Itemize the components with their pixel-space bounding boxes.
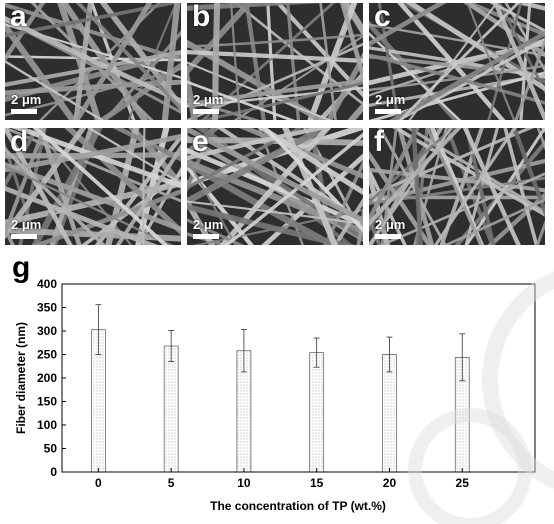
sem-image-c [369, 3, 545, 120]
bar-15 [309, 352, 325, 473]
error-bar-20 [386, 336, 393, 373]
y-axis: 0 50 100 150 200 250 300 350 400 [37, 277, 66, 479]
y-tick-label-250: 250 [37, 348, 57, 362]
sem-image-b [187, 3, 363, 120]
scale-text-b: 2 μm [193, 92, 224, 107]
bar-5 [163, 345, 179, 473]
panel-label-a: a [10, 3, 27, 33]
scale-text-e: 2 μm [193, 217, 224, 232]
sem-panel-b: b 2 μm [187, 3, 363, 120]
panel-label-d: d [10, 128, 29, 158]
scale-text-c: 2 μm [375, 92, 406, 107]
scale-bar-b: 2 μm [193, 93, 229, 114]
scale-line-a [11, 109, 37, 114]
y-tick-label-100: 100 [37, 418, 57, 432]
x-tick-label-0: 0 [95, 476, 102, 490]
scale-bar-d: 2 μm [11, 218, 47, 239]
error-bar-5 [168, 330, 175, 362]
x-tick-label-10: 10 [237, 476, 251, 490]
sem-image-a [5, 3, 181, 120]
scale-line-b [193, 109, 219, 114]
bar-chart: 0 50 100 150 200 250 300 350 400 0 5 10 15 20 25 Fibe… [14, 277, 536, 513]
scale-bar-a: 2 μm [11, 93, 47, 114]
scale-bar-c: 2 μm [375, 93, 411, 114]
y-tick-label-200: 200 [37, 371, 57, 385]
sem-panel-c: c 2 μm [369, 3, 545, 120]
panel-label-b: b [192, 3, 211, 33]
error-bar-10 [240, 329, 247, 373]
scale-text-d: 2 μm [11, 217, 42, 232]
x-axis-title: The concentration of TP (wt.%) [210, 499, 386, 513]
panel-label-f: f [374, 128, 384, 158]
bars-layer [91, 329, 470, 473]
scale-line-f [375, 234, 401, 239]
error-bars-layer [95, 304, 466, 382]
x-tick-label-5: 5 [168, 476, 175, 490]
scale-line-c [375, 109, 401, 114]
y-tick-label-300: 300 [37, 324, 57, 338]
panel-label-g: g [12, 251, 31, 284]
scale-bar-f: 2 μm [375, 218, 411, 239]
sem-image-f [369, 128, 545, 245]
y-tick-label-50: 50 [44, 442, 58, 456]
sem-image-e [187, 128, 363, 245]
y-tick-label-0: 0 [50, 465, 57, 479]
y-tick-label-150: 150 [37, 395, 57, 409]
scale-line-e [193, 234, 219, 239]
sem-image-d [5, 128, 181, 245]
sem-panel-e: e 2 μm [187, 128, 363, 245]
scale-text-f: 2 μm [375, 217, 406, 232]
sem-panel-d: d 2 μm [5, 128, 181, 245]
error-bar-0 [95, 304, 102, 355]
y-axis-title: Fiber diameter (nm) [14, 322, 28, 434]
x-tick-label-20: 20 [383, 476, 397, 490]
error-bar-15 [313, 337, 320, 368]
y-tick-label-400: 400 [37, 277, 57, 291]
panel-label-c: c [374, 3, 391, 33]
x-tick-label-15: 15 [310, 476, 324, 490]
sem-panel-f: f 2 μm [369, 128, 545, 245]
sem-panel-a: a 2 μm [5, 3, 181, 120]
x-axis: 0 5 10 15 20 25 [95, 468, 469, 490]
y-tick-label-350: 350 [37, 301, 57, 315]
scale-line-d [11, 234, 37, 239]
panel-label-e: e [192, 128, 209, 158]
scale-bar-e: 2 μm [193, 218, 229, 239]
scale-text-a: 2 μm [11, 92, 42, 107]
x-tick-label-25: 25 [456, 476, 470, 490]
error-bar-25 [459, 333, 466, 382]
